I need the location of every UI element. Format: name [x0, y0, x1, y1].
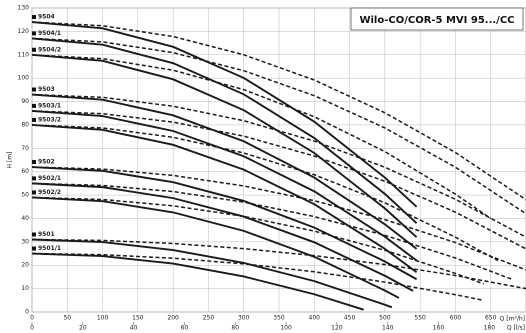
y-axis-label: H [m]: [7, 152, 14, 169]
x-axis-label: Q [m³/h]: [500, 316, 525, 323]
pump-curve: [31, 109, 418, 262]
pump-curve: [31, 21, 418, 208]
y-tick-label: 20: [21, 262, 29, 269]
y-tick-label: 70: [21, 145, 29, 152]
y-tick-label: 10: [21, 285, 29, 292]
x-tick-label: 250: [203, 315, 215, 322]
curve-label-marker: [32, 246, 36, 251]
curve-label-marker: [32, 103, 36, 108]
curve-label: 9503/1: [38, 102, 61, 109]
pump-curve: [31, 166, 418, 281]
x-tick-label: 650: [485, 315, 497, 322]
x-tick-label: 350: [273, 315, 285, 322]
dashed-curve: [31, 182, 513, 280]
curve-label: 9504: [38, 14, 55, 21]
x2-tick-label: 100: [280, 325, 292, 332]
grid: [31, 7, 526, 313]
y-tick-label: 30: [21, 238, 29, 245]
curve-label: 9502/1: [38, 175, 61, 182]
x-tick-label: 550: [414, 315, 426, 322]
x2-tick-label: 20: [79, 325, 87, 332]
dashed-curve: [31, 124, 499, 262]
dashed-curve: [31, 252, 484, 302]
curve-label-marker: [32, 31, 36, 36]
x-tick-label: 50: [63, 315, 71, 322]
x-tick-label: 200: [167, 315, 179, 322]
curve-label: 9502/2: [38, 189, 61, 196]
curve-label: 9503/2: [38, 116, 61, 123]
y-tick-label: 100: [18, 75, 30, 82]
curve-label-marker: [32, 160, 36, 165]
y-tick-label: 50: [21, 192, 29, 199]
curves: [31, 21, 526, 311]
x-tick-label: 450: [344, 315, 356, 322]
y-tick-label: 110: [18, 51, 30, 58]
y-tick-label: 60: [21, 168, 29, 175]
x-tick-label: 500: [379, 315, 391, 322]
x-tick-label: 300: [238, 315, 250, 322]
dashed-curve: [31, 93, 526, 238]
dashed-curve: [31, 238, 526, 290]
curve-label-marker: [32, 190, 36, 195]
curve-label: 9503: [38, 86, 55, 93]
dashed-curve: [31, 110, 526, 250]
y-tick-label: 40: [21, 215, 29, 222]
x2-tick-label: 40: [130, 325, 138, 332]
x2-axis-label: Q [l/s]: [507, 325, 525, 332]
x2-tick-label: 0: [30, 325, 34, 332]
x-tick-label: 0: [30, 315, 34, 322]
title-box: [350, 7, 524, 31]
x2-tick-label: 180: [484, 325, 496, 332]
pump-curve: [31, 252, 364, 311]
pump-curve: [31, 37, 418, 224]
x2-tick-label: 140: [382, 325, 394, 332]
curve-label-marker: [32, 232, 36, 237]
x2-tick-label: 80: [231, 325, 239, 332]
curve-label-marker: [32, 15, 36, 20]
curve-label: 9501/1: [38, 245, 61, 252]
pump-curve: [31, 93, 418, 250]
dashed-curve: [31, 166, 526, 271]
y-tick-label: 120: [18, 28, 30, 35]
x-tick-label: 100: [97, 315, 109, 322]
dashed-curve: [31, 196, 484, 285]
curve-label-marker: [32, 87, 36, 92]
y-tick-label: 80: [21, 121, 29, 128]
curve-label: 9502: [38, 159, 55, 166]
y-tick-label: 0: [25, 309, 29, 316]
curve-label: 9504/1: [38, 30, 61, 37]
x-tick-label: 150: [132, 315, 144, 322]
curve-label-marker: [32, 47, 36, 52]
curve-label: 9501: [38, 231, 55, 238]
x2-tick-label: 60: [181, 325, 189, 332]
y-tick-label: 90: [21, 98, 29, 105]
dashed-curve: [31, 54, 492, 220]
x-tick-label: 400: [309, 315, 321, 322]
pump-curve: [31, 238, 393, 309]
curve-label-marker: [32, 117, 36, 122]
pump-curve: [31, 53, 418, 238]
x-tick-label: 600: [450, 315, 462, 322]
pump-curve: [31, 123, 418, 274]
chart-title: Wilo-CO/COR-5 MVI 95.../CC: [359, 15, 514, 26]
x2-tick-label: 160: [433, 325, 445, 332]
pump-curve: [31, 196, 400, 299]
x2-tick-label: 120: [331, 325, 343, 332]
y-tick-label: 130: [18, 5, 30, 12]
curve-label-marker: [32, 176, 36, 181]
pump-curve: [31, 182, 414, 292]
curve-label: 9504/2: [38, 46, 61, 53]
